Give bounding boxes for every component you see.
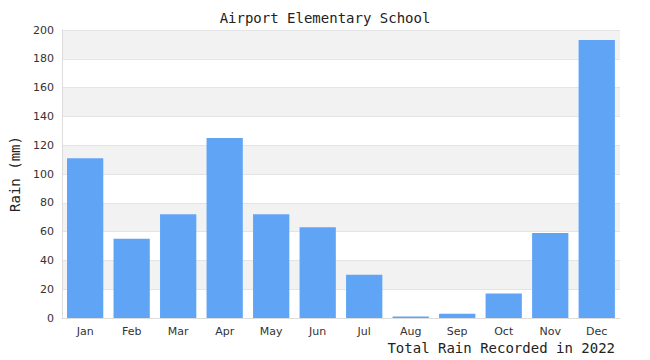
svg-text:60: 60 xyxy=(40,225,54,238)
svg-text:180: 180 xyxy=(33,52,54,65)
svg-text:Jun: Jun xyxy=(308,325,326,338)
svg-text:0: 0 xyxy=(47,312,54,325)
svg-text:20: 20 xyxy=(40,283,54,296)
svg-text:Airport Elementary School: Airport Elementary School xyxy=(220,10,431,26)
svg-text:160: 160 xyxy=(33,81,54,94)
svg-text:Dec: Dec xyxy=(586,325,607,338)
svg-text:Aug: Aug xyxy=(400,325,421,338)
svg-text:40: 40 xyxy=(40,254,54,267)
svg-text:Jul: Jul xyxy=(357,325,371,338)
svg-text:Sep: Sep xyxy=(447,325,468,338)
svg-text:Feb: Feb xyxy=(122,325,141,338)
svg-text:Apr: Apr xyxy=(215,325,235,338)
svg-text:Mar: Mar xyxy=(168,325,189,338)
svg-text:140: 140 xyxy=(33,110,54,123)
svg-text:Rain (mm): Rain (mm) xyxy=(7,136,23,212)
svg-text:80: 80 xyxy=(40,196,54,209)
svg-text:Nov: Nov xyxy=(540,325,562,338)
svg-text:Total Rain Recorded in 2022: Total Rain Recorded in 2022 xyxy=(387,340,615,356)
svg-text:100: 100 xyxy=(33,168,54,181)
svg-text:May: May xyxy=(260,325,283,338)
svg-text:120: 120 xyxy=(33,139,54,152)
svg-text:200: 200 xyxy=(33,24,54,37)
svg-text:Oct: Oct xyxy=(494,325,514,338)
svg-text:Jan: Jan xyxy=(76,325,94,338)
